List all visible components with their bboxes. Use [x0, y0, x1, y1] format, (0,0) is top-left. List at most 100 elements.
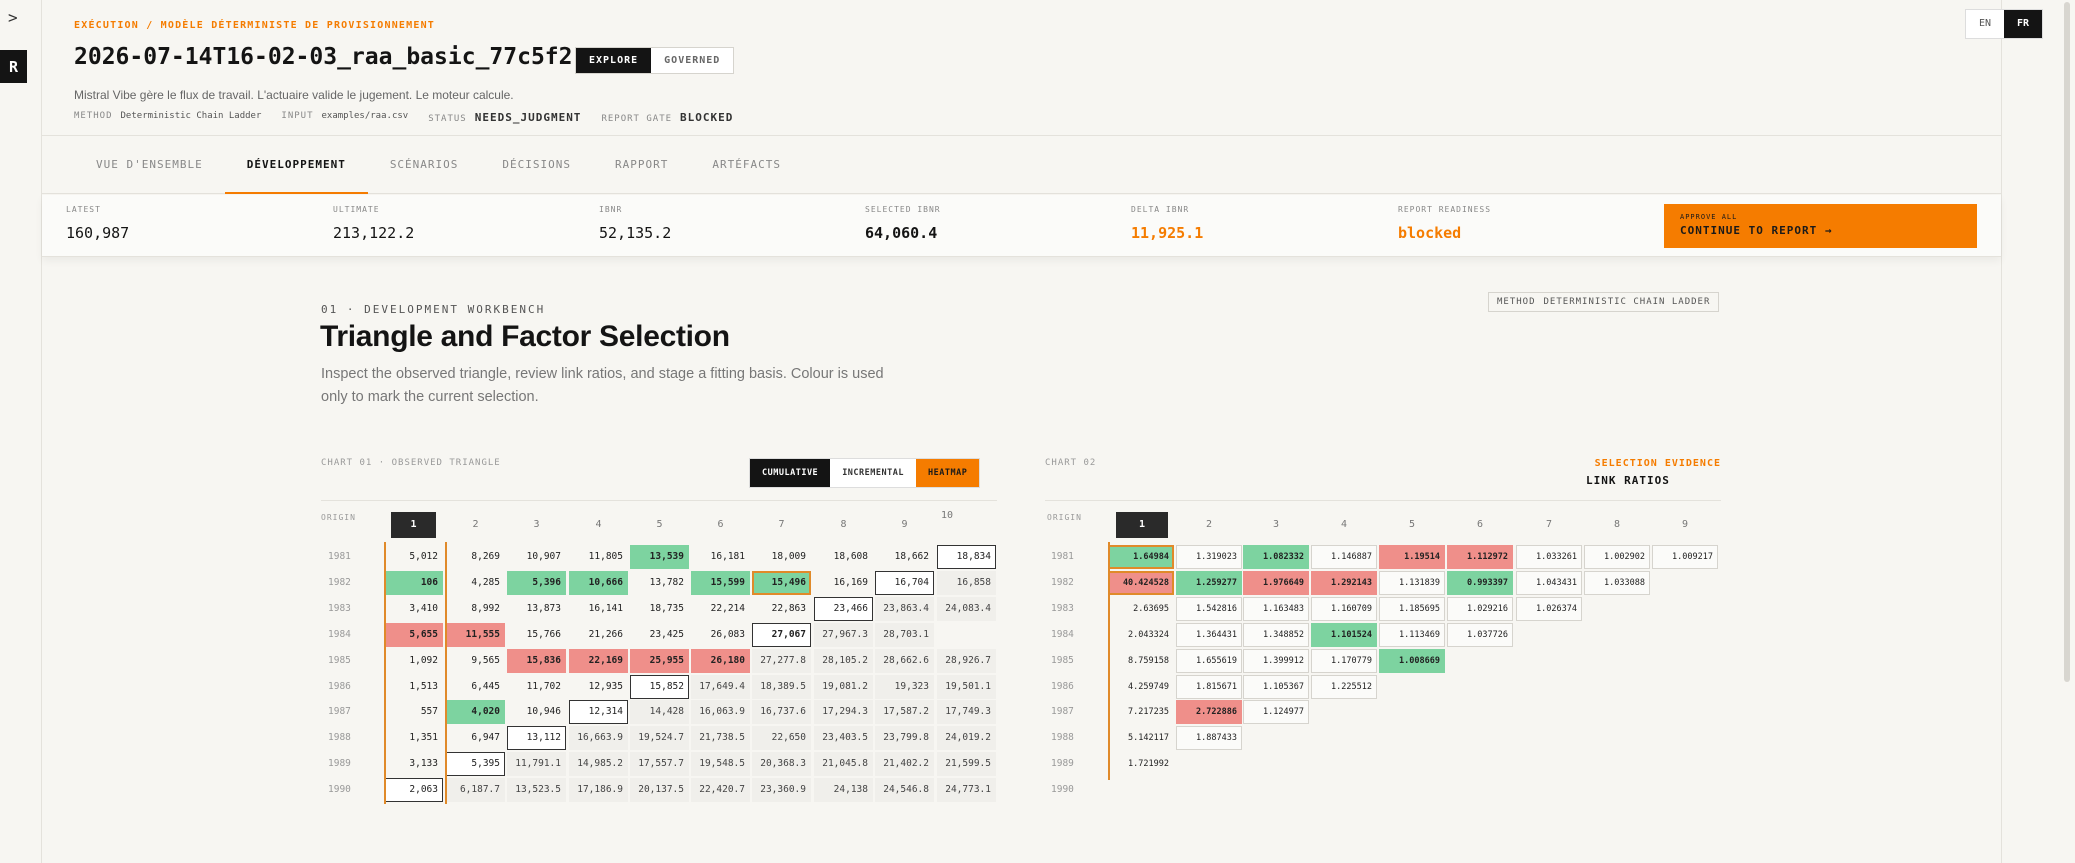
triangle-cell[interactable]: 19,524.7 — [630, 726, 689, 751]
link-ratio-cell[interactable]: 1.131839 — [1379, 570, 1445, 595]
cumulative-view-button[interactable]: CUMULATIVE — [750, 459, 831, 487]
column-header[interactable]: 3 — [1272, 519, 1280, 530]
heatmap-view-button[interactable]: HEATMAP — [915, 459, 980, 487]
link-ratio-cell[interactable]: 1.160709 — [1311, 596, 1377, 621]
triangle-cell[interactable]: 21,402.2 — [875, 752, 934, 777]
column-header[interactable]: 1 — [1116, 512, 1168, 538]
triangle-cell[interactable]: 18,608 — [833, 551, 868, 562]
link-ratio-cell[interactable]: 1.043431 — [1516, 570, 1582, 595]
triangle-cell[interactable]: 10,946 — [526, 706, 561, 718]
triangle-cell[interactable]: 24,773.1 — [937, 778, 996, 803]
triangle-cell[interactable]: 26,083 — [710, 628, 745, 640]
triangle-cell[interactable]: 27,967.3 — [814, 622, 873, 647]
expand-rail-icon[interactable]: > — [8, 8, 18, 27]
triangle-cell[interactable]: 17,557.7 — [630, 752, 689, 777]
triangle-cell[interactable]: 21,738.5 — [691, 726, 750, 751]
triangle-cell[interactable]: 13,112 — [507, 726, 566, 751]
governed-mode-button[interactable]: GOVERNED — [651, 48, 734, 73]
triangle-cell[interactable]: 24,019.2 — [937, 726, 996, 751]
triangle-cell[interactable]: 6,187.7 — [446, 778, 505, 803]
explore-mode-button[interactable]: EXPLORE — [576, 48, 652, 73]
link-ratio-cell[interactable]: 1.037726 — [1447, 622, 1513, 647]
triangle-cell[interactable]: 18,009 — [771, 551, 806, 562]
triangle-cell[interactable]: 8,992 — [471, 602, 500, 614]
column-header[interactable]: 9 — [1681, 519, 1689, 530]
link-ratio-cell[interactable]: 1.259277 — [1176, 570, 1242, 595]
column-header[interactable]: 6 — [717, 519, 724, 530]
link-ratio-cell[interactable]: 1.976649 — [1243, 570, 1309, 595]
triangle-cell[interactable]: 23,863.4 — [875, 596, 934, 621]
triangle-cell[interactable]: 28,662.6 — [875, 648, 934, 673]
triangle-cell[interactable]: 25,955 — [630, 648, 689, 673]
column-header[interactable]: 8 — [840, 519, 847, 530]
triangle-cell[interactable]: 15,852 — [630, 674, 689, 699]
tab-decisions[interactable]: DÉCISIONS — [502, 158, 572, 171]
column-header[interactable]: 5 — [1408, 519, 1416, 530]
triangle-cell[interactable]: 17,649.4 — [691, 674, 750, 699]
link-ratio-cell[interactable]: 1.225512 — [1311, 674, 1377, 699]
triangle-cell[interactable]: 23,466 — [814, 596, 873, 621]
triangle-cell[interactable]: 16,858 — [937, 570, 996, 595]
triangle-cell[interactable]: 4,020 — [446, 700, 505, 725]
link-ratio-cell[interactable]: 1.009217 — [1652, 545, 1718, 569]
incremental-view-button[interactable]: INCREMENTAL — [830, 459, 916, 487]
triangle-cell[interactable]: 2,063 — [384, 778, 443, 803]
lang-en-button[interactable]: EN — [1966, 10, 2004, 38]
triangle-cell[interactable]: 26,180 — [691, 648, 750, 673]
tab-artifacts[interactable]: ARTÉFACTS — [712, 158, 781, 171]
triangle-cell[interactable]: 28,703.1 — [875, 622, 934, 647]
triangle-cell[interactable]: 16,141 — [588, 602, 623, 614]
triangle-cell[interactable]: 18,662 — [894, 551, 929, 562]
triangle-cell[interactable]: 17,186.9 — [569, 778, 628, 803]
triangle-cell[interactable]: 23,360.9 — [752, 778, 811, 803]
triangle-cell[interactable]: 16,063.9 — [691, 700, 750, 725]
tab-overview[interactable]: VUE D'ENSEMBLE — [96, 158, 203, 171]
triangle-cell[interactable]: 10,907 — [526, 551, 561, 562]
scroll-thumb[interactable] — [2064, 2, 2070, 682]
link-ratio-cell[interactable]: 5.142117 — [1128, 733, 1169, 744]
triangle-cell[interactable]: 20,368.3 — [752, 752, 811, 777]
continue-to-report-button[interactable]: APPROVE ALL CONTINUE TO REPORT → — [1664, 204, 1977, 248]
link-ratio-cell[interactable]: 7.217235 — [1128, 707, 1169, 718]
scrollbar[interactable] — [2062, 0, 2072, 863]
triangle-cell[interactable]: 27,277.8 — [752, 648, 811, 673]
triangle-cell[interactable]: 22,863 — [771, 602, 806, 614]
link-ratio-cell[interactable]: 8.759158 — [1128, 655, 1169, 666]
triangle-cell[interactable]: 22,420.7 — [691, 778, 750, 803]
link-ratio-cell[interactable]: 1.319023 — [1176, 545, 1242, 569]
triangle-cell[interactable]: 11,805 — [588, 551, 623, 562]
link-ratio-cell[interactable]: 1.033088 — [1584, 570, 1650, 595]
triangle-cell[interactable]: 14,985.2 — [569, 752, 628, 777]
link-ratio-cell[interactable]: 1.721992 — [1128, 759, 1169, 770]
triangle-cell[interactable]: 18,389.5 — [752, 674, 811, 699]
column-header[interactable]: 4 — [595, 519, 602, 530]
triangle-cell[interactable]: 13,782 — [649, 576, 684, 588]
link-ratio-cell[interactable]: 2.043324 — [1128, 629, 1169, 640]
triangle-cell[interactable]: 6,947 — [471, 732, 500, 744]
link-ratio-cell[interactable]: 1.655619 — [1176, 648, 1242, 673]
column-header[interactable]: 7 — [778, 519, 785, 530]
lang-fr-button[interactable]: FR — [2004, 10, 2042, 38]
triangle-cell[interactable]: 16,663.9 — [569, 726, 628, 751]
tab-development[interactable]: DÉVELOPPEMENT — [224, 136, 368, 194]
column-header[interactable]: 10 — [941, 510, 954, 521]
triangle-cell[interactable]: 9,565 — [471, 654, 500, 666]
tab-report[interactable]: RAPPORT — [615, 158, 669, 171]
triangle-cell[interactable]: 16,181 — [710, 551, 745, 562]
link-ratio-cell[interactable]: 1.105367 — [1243, 674, 1309, 699]
triangle-cell[interactable]: 24,546.8 — [875, 778, 934, 803]
triangle-cell[interactable]: 13,539 — [630, 545, 689, 569]
triangle-cell[interactable]: 8,269 — [471, 551, 500, 562]
triangle-cell[interactable]: 23,425 — [649, 628, 684, 640]
triangle-cell[interactable]: 15,766 — [526, 628, 561, 640]
triangle-cell[interactable]: 15,496 — [752, 570, 811, 595]
column-header[interactable]: 3 — [533, 519, 540, 530]
triangle-cell[interactable]: 1,351 — [409, 732, 438, 744]
column-header[interactable]: 5 — [656, 519, 663, 530]
link-ratio-cell[interactable]: 1.008669 — [1379, 648, 1445, 673]
column-header[interactable]: 6 — [1476, 519, 1484, 530]
triangle-cell[interactable]: 1,092 — [409, 654, 438, 666]
link-ratio-cell[interactable]: 1.101524 — [1311, 622, 1377, 647]
triangle-cell[interactable]: 27,067 — [752, 622, 811, 647]
column-header[interactable]: 2 — [472, 519, 479, 530]
